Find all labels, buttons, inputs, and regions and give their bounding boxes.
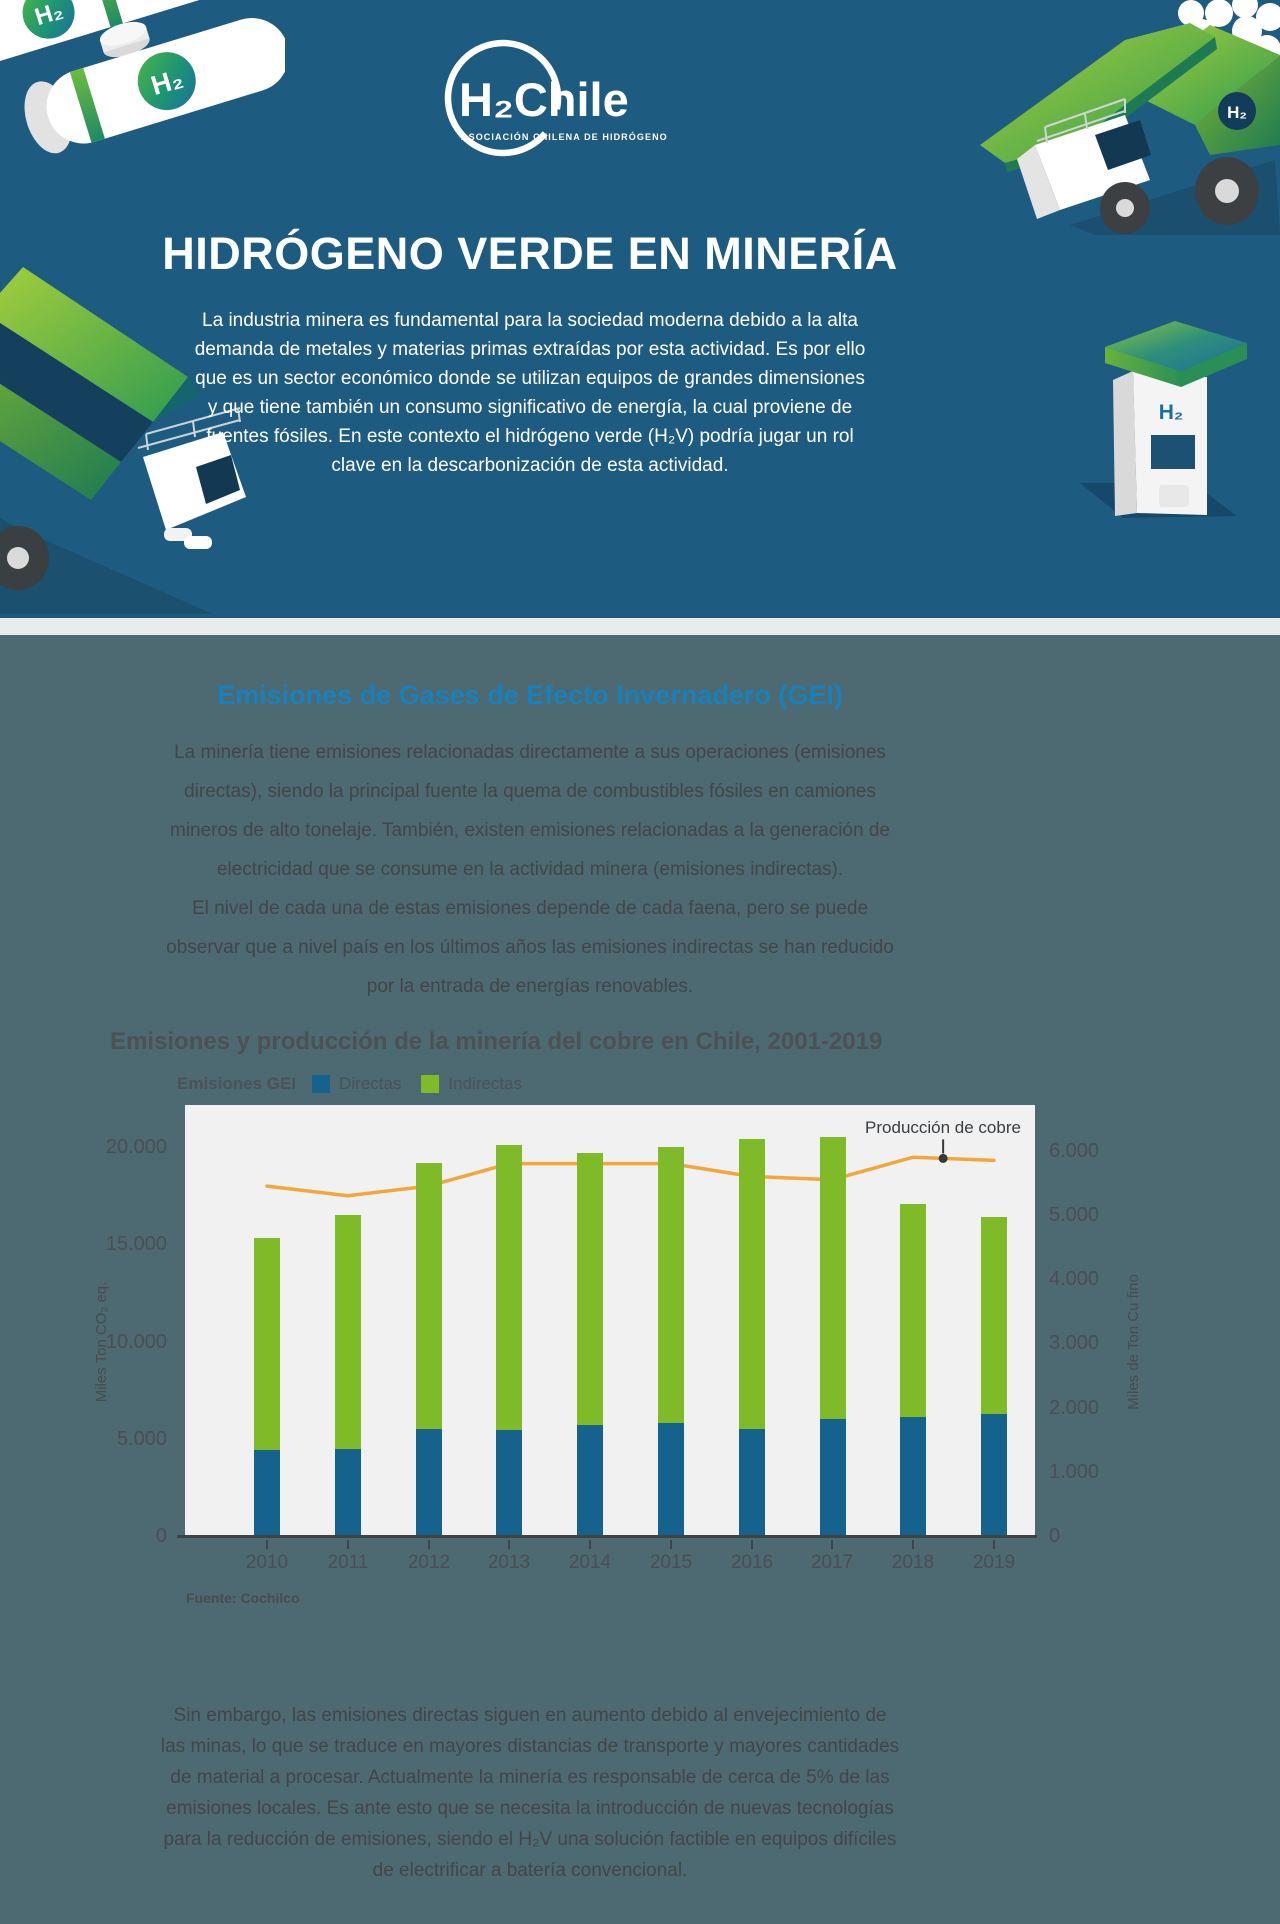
- x-axis-label: 2016: [730, 1552, 774, 1573]
- bar-indirectas: [334, 1215, 361, 1449]
- line-annotation: Producción de cobre: [865, 1118, 1021, 1137]
- logo-wordmark: H₂Chile: [459, 73, 629, 126]
- legend-label-indirectas: Indirectas: [448, 1074, 523, 1093]
- legend-swatch-directas: [312, 1075, 331, 1093]
- y-axis-tick-label: 5.000: [1049, 1204, 1100, 1226]
- copper-production-line: [265, 1139, 996, 1198]
- x-axis-label: 2017: [810, 1552, 854, 1573]
- x-axis-label: 2012: [407, 1552, 451, 1573]
- bar-indirectas: [981, 1217, 1007, 1414]
- intro-paragraph: La industria minera es fundamental para …: [194, 310, 866, 476]
- x-axis-label: 2014: [568, 1552, 612, 1573]
- bar-indirectas: [738, 1139, 765, 1429]
- header: H₂ H₂: [0, 0, 1280, 618]
- y-axis-right: 6.000 5.000 4.000 3.000 2.000 1.000 0: [1049, 1105, 1149, 1547]
- mining-truck-illustration: H₂: [980, 0, 1280, 235]
- truck-badge-label: H₂: [1227, 103, 1247, 122]
- bar-indirectas: [657, 1147, 684, 1424]
- closing-paragraph: Sin embargo, las emisiones directas sigu…: [160, 1705, 900, 1881]
- emissions-chart: Emisiones y producción de la minería del…: [0, 1028, 1280, 1638]
- chart-legend: Emisiones GEI Directas Indirectas: [177, 1074, 522, 1094]
- y-axis-tick-label: 0: [1049, 1525, 1061, 1547]
- logo-subtitle: ASOCIACIÓN CHILENA DE HIDRÓGENO: [461, 131, 668, 142]
- y-axis-tick-label: 0: [155, 1525, 167, 1547]
- bar-indirectas: [496, 1145, 523, 1430]
- legend-label-directas: Directas: [339, 1074, 402, 1093]
- x-axis-line: [177, 1535, 1037, 1538]
- y-axis-tick-label: 5.000: [116, 1428, 167, 1450]
- x-axis-tick: [508, 1540, 510, 1549]
- x-axis-tick: [428, 1540, 430, 1549]
- x-axis-tick: [589, 1540, 591, 1549]
- page-title: HIDRÓGENO VERDE EN MINERÍA: [162, 228, 898, 279]
- bar-directas: [900, 1417, 927, 1536]
- bar-indirectas: [819, 1137, 846, 1420]
- plot-area: [185, 1105, 1035, 1536]
- bar-indirectas: [254, 1238, 280, 1451]
- x-axis-label: 2019: [972, 1552, 1016, 1573]
- divider-band: [0, 618, 1280, 635]
- x-axis-tick: [347, 1540, 349, 1549]
- bar-directas: [496, 1430, 523, 1536]
- x-axis-label: 2010: [245, 1552, 289, 1573]
- hydrogen-tanks-illustration: H₂ H₂: [0, 0, 285, 154]
- x-axis-label: 2011: [327, 1552, 369, 1573]
- h2chile-logo: H₂Chile ASOCIACIÓN CHILENA DE HIDRÓGENO: [385, 34, 685, 170]
- x-axis-label: 2013: [487, 1552, 531, 1573]
- x-axis-tick: [912, 1540, 914, 1549]
- x-axis-tick: [266, 1540, 268, 1549]
- gei-section-heading: Emisiones de Gases de Efecto Invernadero…: [217, 680, 843, 710]
- y-axis-tick-label: 4.000: [1049, 1268, 1100, 1290]
- bar-indirectas: [577, 1152, 604, 1426]
- x-axis-tick: [831, 1540, 833, 1549]
- y-axis-tick-label: 20.000: [105, 1136, 167, 1158]
- chart-title: Emisiones y producción de la minería del…: [110, 1028, 883, 1055]
- bar-directas: [657, 1423, 684, 1536]
- legend-swatch-indirectas: [421, 1075, 440, 1093]
- x-axis-tick: [993, 1540, 995, 1549]
- x-axis-tick: [751, 1540, 753, 1549]
- bar-directas: [334, 1448, 361, 1536]
- y-axis-tick-label: 15.000: [105, 1233, 167, 1255]
- y-axis-tick-label: 6.000: [1049, 1140, 1100, 1162]
- bar-indirectas: [900, 1203, 927, 1418]
- bar-directas: [415, 1429, 442, 1536]
- dispenser-badge-label: H₂: [1159, 401, 1184, 424]
- x-axis-tick: [670, 1540, 672, 1549]
- bar-directas: [254, 1450, 280, 1536]
- x-axis-label: 2015: [649, 1552, 693, 1573]
- bar-directas: [738, 1429, 765, 1536]
- y-axis-tick-label: 1.000: [1049, 1461, 1100, 1483]
- x-axis-label: 2018: [891, 1552, 935, 1573]
- chart-source: Fuente: Cochilco: [186, 1590, 300, 1606]
- tipping-truck-illustration: [0, 267, 246, 614]
- hydrogen-dispenser-illustration: H₂: [1080, 321, 1247, 518]
- bar-directas: [819, 1419, 846, 1536]
- gei-section-body: La minería tiene emisiones relacionadas …: [166, 742, 894, 997]
- bar-directas: [981, 1413, 1007, 1536]
- y-axis-tick-label: 2.000: [1049, 1397, 1100, 1419]
- bar-directas: [577, 1425, 604, 1536]
- y-axis-tick-label: 3.000: [1049, 1332, 1100, 1354]
- y-axis-tick-label: 10.000: [105, 1331, 167, 1353]
- bar-indirectas: [415, 1162, 442, 1429]
- y-axis-left: 20.000 15.000 10.000 5.000 0: [46, 1105, 176, 1547]
- legend-title: Emisiones GEI: [177, 1074, 297, 1093]
